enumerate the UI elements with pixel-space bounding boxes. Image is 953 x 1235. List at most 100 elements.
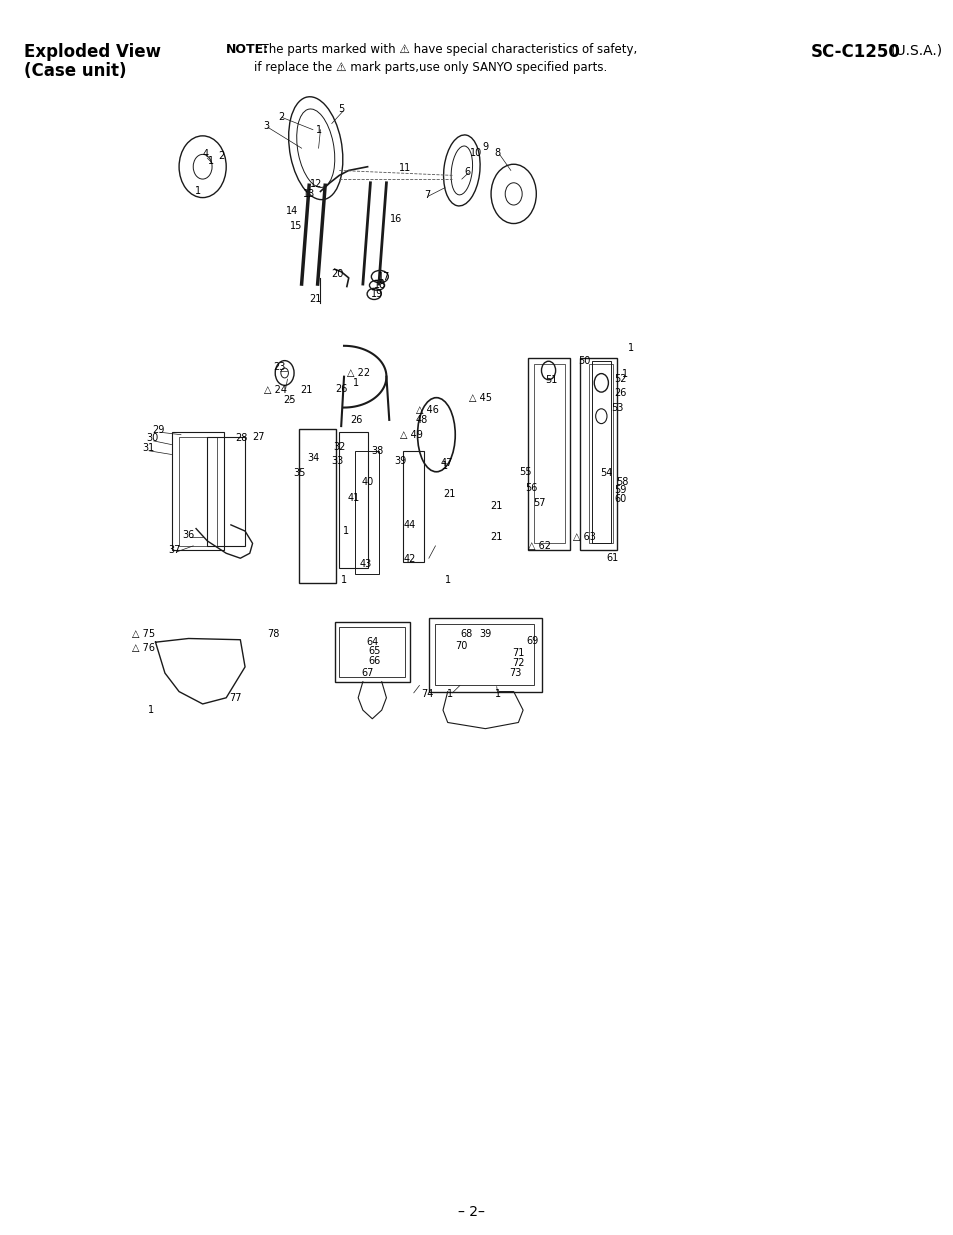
Text: 53: 53: [611, 403, 623, 412]
Text: 31: 31: [142, 443, 154, 453]
Bar: [527, 358, 570, 550]
Text: if replace the ⚠ mark parts,use only SANYO specified parts.: if replace the ⚠ mark parts,use only SAN…: [254, 61, 607, 74]
Text: 47: 47: [440, 458, 453, 468]
Text: 4: 4: [202, 149, 209, 159]
Text: 1: 1: [315, 125, 321, 135]
Text: 32: 32: [333, 442, 345, 452]
Text: △ 45: △ 45: [469, 393, 492, 403]
Text: 61: 61: [606, 553, 618, 563]
Text: 1: 1: [621, 369, 627, 379]
Text: 72: 72: [512, 658, 524, 668]
Text: 5: 5: [337, 104, 344, 114]
Text: 20: 20: [331, 269, 343, 279]
Text: 39: 39: [394, 456, 406, 466]
Text: 10: 10: [470, 148, 481, 158]
Text: 2: 2: [277, 112, 284, 122]
Text: 14: 14: [286, 206, 298, 216]
Text: 39: 39: [478, 629, 491, 638]
Text: 37: 37: [168, 545, 180, 555]
Text: 38: 38: [371, 446, 383, 456]
Text: 26: 26: [335, 384, 347, 394]
Text: 36: 36: [182, 530, 194, 540]
Text: 26: 26: [350, 415, 362, 425]
Bar: [579, 358, 617, 550]
Text: 16: 16: [390, 214, 401, 224]
Text: 17: 17: [378, 272, 391, 282]
Text: SC-C1250: SC-C1250: [810, 43, 900, 62]
Text: 77: 77: [229, 693, 242, 703]
Bar: [429, 618, 541, 692]
Text: 67: 67: [361, 668, 374, 678]
Text: △ 63: △ 63: [573, 532, 596, 542]
Text: 23: 23: [274, 362, 286, 372]
Text: △ 62: △ 62: [527, 541, 550, 551]
Text: 34: 34: [308, 453, 319, 463]
Text: The parts marked with ⚠ have special characteristics of safety,: The parts marked with ⚠ have special cha…: [254, 43, 637, 57]
Text: 1: 1: [353, 378, 359, 388]
Text: 1: 1: [494, 689, 500, 699]
Bar: [335, 622, 410, 682]
Text: 56: 56: [525, 483, 537, 493]
Text: 11: 11: [398, 163, 411, 173]
Text: 13: 13: [303, 189, 314, 199]
Text: △ 75: △ 75: [132, 629, 154, 638]
Text: 71: 71: [512, 648, 524, 658]
Text: 60: 60: [614, 494, 626, 504]
Text: 41: 41: [347, 493, 359, 503]
Bar: [172, 432, 224, 550]
Text: 44: 44: [403, 520, 416, 530]
Text: △ 24: △ 24: [263, 385, 287, 395]
Text: 66: 66: [368, 656, 380, 666]
Text: △ 76: △ 76: [132, 643, 154, 653]
Text: 57: 57: [533, 498, 545, 508]
Text: 28: 28: [234, 433, 247, 443]
Text: NOTE:: NOTE:: [226, 43, 269, 57]
Bar: [591, 361, 610, 543]
Text: 1: 1: [441, 461, 448, 471]
Text: 50: 50: [578, 356, 590, 366]
Bar: [207, 437, 245, 546]
Text: 64: 64: [366, 637, 378, 647]
Bar: [588, 364, 612, 543]
Text: 21: 21: [490, 501, 502, 511]
Text: 42: 42: [403, 555, 416, 564]
Text: 40: 40: [361, 477, 374, 487]
Text: 51: 51: [544, 375, 557, 385]
Text: △ 46: △ 46: [416, 405, 438, 415]
Bar: [435, 624, 534, 685]
Text: 1: 1: [340, 576, 347, 585]
Text: 26: 26: [614, 388, 626, 398]
Text: 27: 27: [252, 432, 264, 442]
Text: 21: 21: [490, 532, 502, 542]
Text: Exploded View: Exploded View: [24, 43, 160, 62]
Text: 1: 1: [194, 186, 201, 196]
Text: 68: 68: [460, 629, 472, 638]
Text: 15: 15: [290, 221, 302, 231]
Text: 2: 2: [218, 151, 224, 161]
Text: 74: 74: [420, 689, 433, 699]
Text: 58: 58: [616, 477, 628, 487]
Bar: [339, 432, 367, 568]
Text: 25: 25: [283, 395, 295, 405]
Bar: [355, 451, 378, 574]
Text: 21: 21: [443, 489, 456, 499]
Text: 29: 29: [152, 425, 164, 435]
Text: 6: 6: [464, 167, 470, 177]
Text: 7: 7: [423, 190, 430, 200]
Text: 70: 70: [456, 641, 468, 651]
Text: 1: 1: [342, 526, 349, 536]
Text: 8: 8: [494, 148, 500, 158]
Text: △ 22: △ 22: [346, 368, 370, 378]
Text: 1: 1: [444, 576, 451, 585]
Text: 21: 21: [300, 385, 313, 395]
Text: 43: 43: [359, 559, 372, 569]
Text: 73: 73: [509, 668, 521, 678]
Text: 3: 3: [263, 121, 270, 131]
Text: 35: 35: [294, 468, 306, 478]
Text: 30: 30: [147, 433, 158, 443]
Text: 19: 19: [371, 289, 383, 299]
Text: 1: 1: [208, 156, 214, 165]
Text: 48: 48: [415, 415, 427, 425]
Text: (U.S.A.): (U.S.A.): [890, 43, 942, 57]
Bar: [339, 627, 405, 677]
